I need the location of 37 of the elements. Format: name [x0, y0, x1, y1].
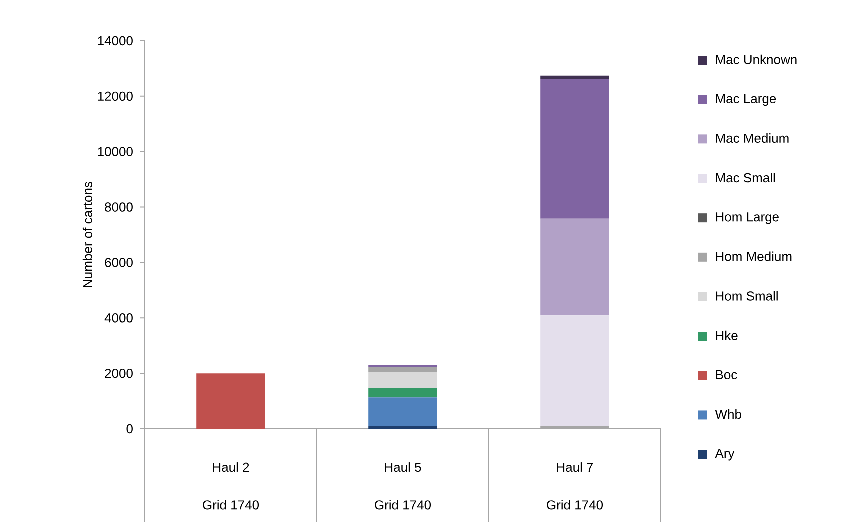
x-tick-label: Haul 2	[213, 462, 250, 472]
legend-label: Hom Large	[716, 212, 779, 224]
y-axis-title: Number of cartons	[82, 182, 92, 288]
legend-label: Hke	[716, 330, 738, 340]
bar	[540, 316, 610, 426]
bar	[368, 398, 438, 426]
bar	[368, 372, 438, 389]
y-tick-label: 10000	[98, 147, 133, 156]
bar	[540, 76, 610, 80]
x-tick-label: Haul 5	[385, 462, 422, 472]
y-tick-label: 14000	[98, 36, 133, 46]
text: Grid 1740	[375, 500, 432, 510]
legend-label: Mac Large	[716, 94, 776, 106]
legend-label: Ary	[715, 449, 735, 461]
legend-label: Hom Medium	[716, 252, 792, 262]
bar	[368, 364, 438, 368]
bar	[368, 388, 438, 398]
legend-label: Boc	[716, 370, 738, 380]
bar	[368, 367, 438, 372]
legend-label: Mac Unknown	[716, 54, 797, 64]
y-tick-label: 4000	[104, 314, 133, 323]
y-tick-label: 12000	[98, 92, 133, 102]
bar	[196, 374, 266, 429]
legend-label: Mac Medium	[716, 133, 789, 144]
legend-label: Mac Small	[716, 173, 776, 183]
bar	[540, 218, 610, 316]
bar	[368, 426, 438, 429]
y-tick-label: 0	[126, 424, 133, 434]
legend-label: Hom Small	[716, 291, 778, 301]
text: Grid 1740	[203, 500, 260, 510]
y-tick-label: 2000	[105, 368, 133, 378]
legend-label: Whb	[715, 410, 742, 420]
bar	[540, 79, 610, 219]
x-tick-label: Haul 7	[557, 462, 594, 472]
y-tick-label: 8000	[105, 202, 133, 212]
y-tick-label: 6000	[105, 258, 133, 268]
text: Grid 1740	[547, 500, 604, 510]
